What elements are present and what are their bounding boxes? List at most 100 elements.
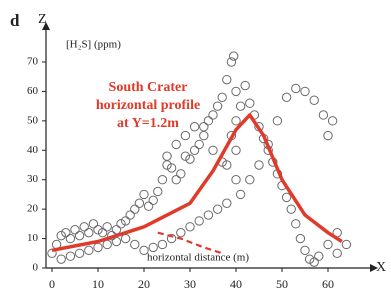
data-point — [103, 223, 111, 231]
y-tick-label: 20 — [27, 203, 39, 215]
x-tick-label: 20 — [138, 277, 150, 291]
chart: d Z [H₂S] (ppm) horizontal distance (m) … — [0, 0, 391, 301]
data-point — [158, 176, 166, 184]
data-point — [301, 87, 309, 95]
x-axis-label: horizontal distance (m) — [147, 252, 249, 264]
data-point — [149, 243, 157, 251]
data-point — [296, 234, 304, 242]
data-point — [112, 237, 120, 245]
data-point — [85, 246, 93, 254]
data-point — [223, 75, 231, 83]
data-point — [126, 211, 134, 219]
data-point — [218, 93, 226, 101]
data-point — [94, 243, 102, 251]
x-tick-label: 40 — [230, 277, 242, 291]
data-point — [140, 246, 148, 254]
data-point — [190, 146, 198, 154]
x-arrow-label: X — [376, 260, 386, 275]
y-tick-label: 10 — [27, 232, 39, 244]
data-point — [154, 187, 162, 195]
data-point — [131, 205, 139, 213]
data-point — [236, 190, 244, 198]
data-point — [200, 123, 208, 131]
data-point — [200, 131, 208, 139]
data-point — [57, 255, 65, 263]
y-tick-label: 40 — [27, 144, 39, 156]
data-point — [273, 117, 281, 125]
data-point — [140, 190, 148, 198]
data-point — [301, 246, 309, 254]
annotation: horizontal profile — [96, 98, 200, 113]
data-point — [112, 226, 120, 234]
data-point — [223, 199, 231, 207]
annotation: South Crater — [109, 80, 188, 95]
data-point — [241, 81, 249, 89]
data-point — [246, 99, 254, 107]
data-point — [177, 170, 185, 178]
data-point — [333, 249, 341, 257]
x-tick-label: 10 — [92, 277, 104, 291]
data-point — [287, 205, 295, 213]
x-tick-label: 0 — [49, 277, 55, 291]
data-point — [232, 87, 240, 95]
data-point — [131, 240, 139, 248]
trend-line — [52, 115, 342, 250]
data-point — [66, 252, 74, 260]
data-point — [66, 234, 74, 242]
data-point — [204, 211, 212, 219]
data-point — [181, 131, 189, 139]
data-point — [213, 205, 221, 213]
data-point — [71, 226, 79, 234]
data-point — [232, 117, 240, 125]
dashed-trend-line — [158, 233, 222, 254]
y-unit-label: [H₂S] (ppm) — [66, 39, 121, 51]
data-point — [103, 240, 111, 248]
y-tick-label: 50 — [27, 114, 39, 126]
data-point — [232, 176, 240, 184]
data-point — [144, 202, 152, 210]
data-point — [209, 111, 217, 119]
y-tick-label: 60 — [27, 85, 39, 97]
data-point — [172, 176, 180, 184]
data-point — [149, 196, 157, 204]
data-point — [292, 84, 300, 92]
data-point — [163, 152, 171, 160]
data-point — [324, 240, 332, 248]
data-point — [324, 131, 332, 139]
data-point — [315, 252, 323, 260]
data-point — [292, 220, 300, 228]
data-point — [255, 161, 263, 169]
data-point — [190, 123, 198, 131]
data-point — [172, 140, 180, 148]
data-point — [195, 217, 203, 225]
data-point — [158, 240, 166, 248]
data-point — [232, 146, 240, 154]
data-point — [319, 111, 327, 119]
data-point — [186, 223, 194, 231]
data-point — [328, 117, 336, 125]
data-point — [75, 249, 83, 257]
data-point — [85, 228, 93, 236]
data-point — [75, 231, 83, 239]
data-point — [209, 146, 217, 154]
x-tick-label: 50 — [276, 277, 288, 291]
data-point — [204, 117, 212, 125]
annotation: at Y=1.2m — [117, 116, 179, 131]
x-tick-label: 30 — [184, 277, 196, 291]
y-tick-label: 0 — [33, 262, 39, 274]
y-tick-label: 70 — [27, 56, 39, 68]
data-point — [121, 234, 129, 242]
data-point — [195, 140, 203, 148]
y-tick-label: 30 — [27, 173, 39, 185]
data-point — [310, 96, 318, 104]
x-tick-label: 60 — [322, 277, 334, 291]
data-point — [236, 102, 244, 110]
data-point — [213, 102, 221, 110]
data-point — [246, 176, 254, 184]
data-point — [80, 223, 88, 231]
panel-label: d — [10, 11, 20, 30]
data-point — [135, 199, 143, 207]
data-point — [282, 93, 290, 101]
data-point — [89, 220, 97, 228]
data-point — [342, 240, 350, 248]
